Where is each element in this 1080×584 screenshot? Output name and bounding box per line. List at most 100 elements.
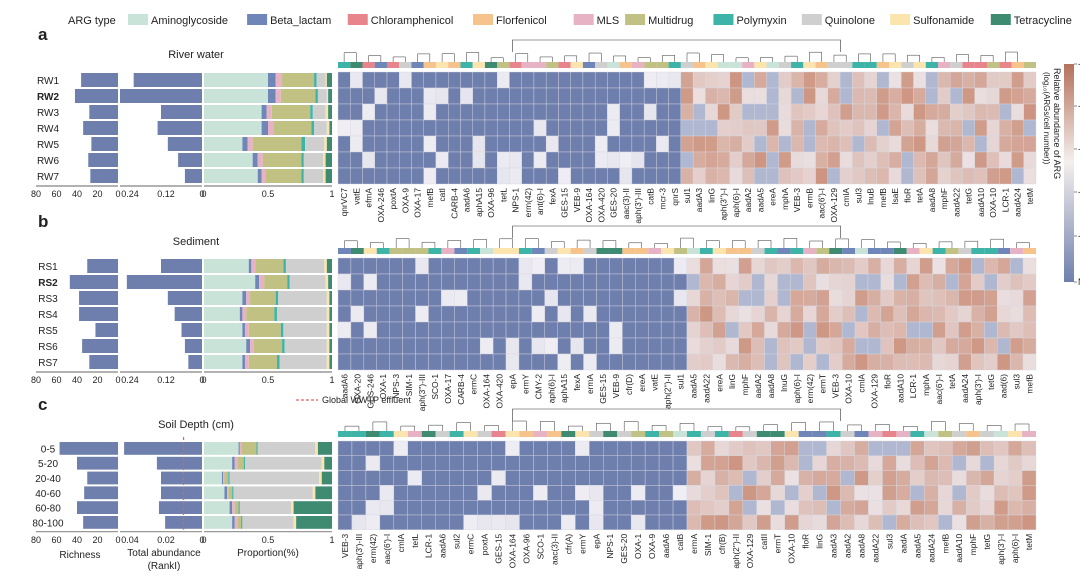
heatmap-cell [547, 485, 562, 501]
heatmap-cell [717, 71, 731, 89]
heatmap-cell [984, 305, 998, 323]
heatmap-cell [484, 71, 498, 89]
dendrogram-branch [400, 425, 416, 431]
heatmap-cell [575, 514, 590, 531]
heatmap-cell [589, 440, 604, 457]
heatmap-cell [924, 500, 939, 516]
heatmap-cell [622, 305, 636, 323]
gene-type-strip [575, 431, 590, 437]
gene-label: aadA [898, 533, 908, 553]
gene-type-strip [829, 248, 843, 254]
gene-type-strip [595, 62, 608, 68]
heatmap-cell [738, 353, 752, 371]
heatmap-cell [619, 151, 633, 169]
heatmap-cell [407, 514, 422, 531]
heatmap-cell [492, 353, 507, 371]
gene-type-strip [997, 248, 1011, 254]
proportion-segment [326, 339, 330, 353]
heatmap-cell [363, 257, 377, 275]
heatmap-cell [924, 470, 939, 486]
gene-type-strip [798, 431, 813, 437]
heatmap-cell [622, 321, 636, 339]
colorbar-tick-label: -4 [1078, 187, 1080, 197]
gene-label: aadA5 [912, 533, 922, 558]
heatmap-cell [570, 71, 584, 89]
heatmap-cell [913, 119, 926, 137]
heatmap-cell [631, 151, 645, 169]
gene-type-strip [913, 62, 926, 68]
heatmap-cell [958, 321, 972, 339]
heatmap-cell [925, 71, 939, 89]
gene-type-strip [415, 248, 429, 254]
heatmap-cell [1007, 500, 1023, 516]
gene-type-strip [901, 62, 914, 68]
heatmap-cell [999, 135, 1012, 153]
proportion-segment [326, 137, 332, 151]
gene-type-strip [932, 248, 946, 254]
abundance-tick: 0.02 [157, 535, 175, 545]
heatmap-cell [460, 167, 473, 185]
colorbar-title: Relative abundance of ARG [1052, 68, 1062, 179]
proportion-segment [315, 442, 318, 455]
heatmap-cell [742, 514, 758, 531]
heatmap-cell [350, 103, 363, 121]
heatmap-cell [449, 514, 464, 531]
heatmap-cell [454, 353, 468, 371]
heatmap-cell [798, 455, 813, 471]
heatmap-cell [365, 485, 381, 501]
heatmap-cell [778, 135, 792, 153]
heatmap-cell [790, 87, 804, 105]
abundance-bar [158, 501, 202, 514]
heatmap-cell [374, 87, 388, 105]
heatmap-cell [441, 353, 455, 371]
proportion-segment [204, 323, 243, 337]
heatmap-cell [531, 321, 546, 339]
heatmap-cell [729, 103, 743, 121]
heatmap-cell [1011, 167, 1024, 185]
heatmap-cell [1023, 87, 1037, 105]
gene-label: aph(3')-III [633, 188, 643, 224]
gene-label: epA [508, 374, 518, 389]
dendrogram-branch [833, 54, 847, 62]
heatmap-cell [531, 257, 546, 275]
heatmap-cell [570, 321, 584, 339]
heatmap-cell [449, 485, 464, 501]
heatmap-cell [558, 151, 571, 169]
gene-type-strip [480, 248, 494, 254]
heatmap-cell [441, 321, 455, 339]
gene-label: sul1 [676, 374, 686, 390]
heatmap-cell [656, 151, 669, 169]
heatmap-cell [479, 289, 494, 307]
gene-label: SCO-1 [535, 533, 545, 559]
heatmap-cell [617, 485, 632, 501]
gene-type-strip [463, 431, 478, 437]
proportion-segment [232, 486, 234, 500]
gene-type-strip [379, 431, 394, 437]
heatmap-cell [1011, 71, 1024, 89]
gene-type-strip [994, 431, 1009, 437]
heatmap-cell [656, 135, 669, 153]
gene-type-strip [687, 431, 701, 437]
heatmap-cell [558, 119, 571, 137]
heatmap-cell [839, 151, 853, 169]
richness-bar [81, 73, 118, 87]
panel-label: a [38, 25, 48, 44]
gene-type-strip [770, 431, 785, 437]
gene-label: aad(6) [999, 374, 1009, 398]
gene-label: aadA24 [926, 533, 936, 562]
gene-label: OXA-164 [508, 533, 518, 568]
heatmap-cell [938, 500, 953, 516]
gene-type-strip [661, 248, 675, 254]
heatmap-cell [441, 289, 455, 307]
heatmap-cell [467, 321, 481, 339]
legend-swatch-polymyxin [713, 14, 734, 25]
heatmap-cell [496, 71, 510, 89]
legend-label-chloramphenicol: Chloramphenicol [371, 15, 454, 27]
sample-label: 40-60 [35, 489, 61, 500]
heatmap-cell [1009, 337, 1024, 355]
heatmap-cell [609, 305, 623, 323]
heatmap-cell [407, 470, 422, 486]
abundance-bar [184, 169, 202, 183]
heatmap-cell [337, 321, 352, 339]
gene-label: aac(3)-II [621, 188, 631, 219]
